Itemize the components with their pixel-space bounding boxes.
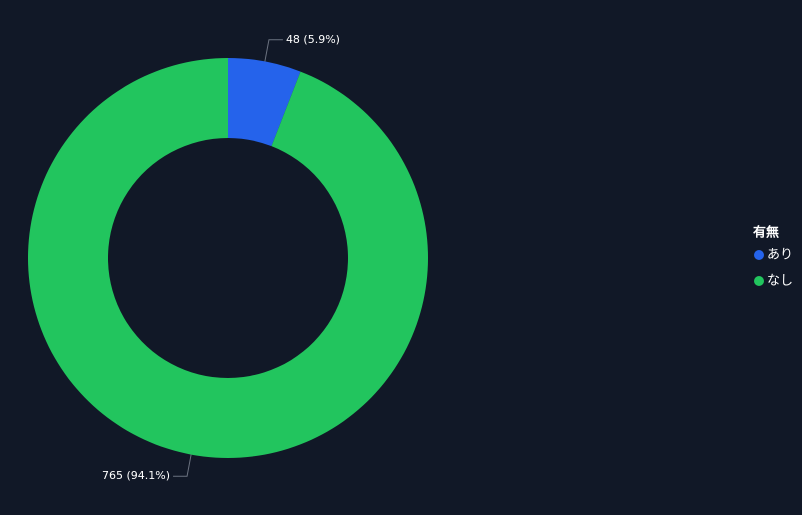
slice [27, 58, 428, 458]
data-label: 48 (5.9%) [286, 33, 340, 46]
legend-marker[interactable] [754, 276, 764, 286]
legend-title: 有無 [753, 225, 779, 241]
legend-label[interactable]: なし [767, 274, 793, 289]
leader-line [264, 39, 283, 62]
leader-line [173, 454, 192, 477]
legend-marker[interactable] [754, 250, 764, 260]
slice [228, 58, 301, 147]
legend-label[interactable]: あり [767, 248, 793, 263]
data-label: 765 (94.1%) [102, 469, 170, 482]
